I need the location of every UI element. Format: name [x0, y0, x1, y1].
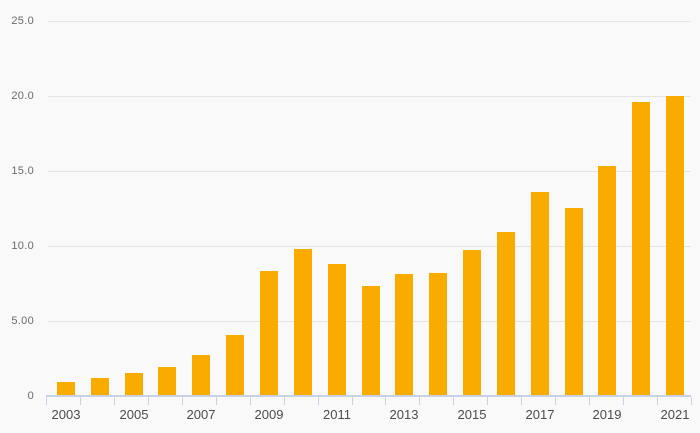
x-tick: [657, 397, 658, 405]
x-tick: [589, 397, 590, 405]
x-axis-line: [46, 395, 691, 397]
bar-2021: [666, 96, 684, 396]
x-tick-label-2007: 2007: [186, 407, 216, 422]
x-tick: [352, 397, 353, 405]
x-tick-label-2017: 2017: [525, 407, 555, 422]
gridline-20: [48, 96, 691, 97]
bar-2011: [328, 264, 346, 396]
x-tick: [419, 397, 420, 405]
x-tick: [182, 397, 183, 405]
x-tick: [46, 397, 47, 405]
bar-2009: [260, 271, 278, 396]
bar-2018: [565, 208, 583, 396]
x-tick: [148, 397, 149, 405]
x-tick-label-2015: 2015: [457, 407, 487, 422]
x-tick: [385, 397, 386, 405]
x-tick-label-2009: 2009: [254, 407, 284, 422]
bar-2020: [632, 102, 650, 396]
x-tick: [521, 397, 522, 405]
x-tick: [623, 397, 624, 405]
gridline-15: [48, 171, 691, 172]
x-tick: [80, 397, 81, 405]
y-tick-label-10.0: 10.0: [11, 240, 34, 252]
bar-2005: [125, 373, 143, 396]
bar-2013: [395, 274, 413, 396]
x-tick: [250, 397, 251, 405]
bar-2014: [429, 273, 447, 396]
x-tick: [318, 397, 319, 405]
x-tick: [555, 397, 556, 405]
bar-2007: [192, 355, 210, 396]
x-tick: [487, 397, 488, 405]
x-tick: [284, 397, 285, 405]
gridline-10: [48, 246, 691, 247]
x-tick: [691, 397, 692, 405]
bar-2004: [91, 378, 109, 396]
bar-2016: [497, 232, 515, 396]
bar-2010: [294, 249, 312, 396]
x-tick-label-2011: 2011: [323, 407, 351, 422]
x-tick-label-2003: 2003: [51, 407, 81, 422]
gridline-25: [48, 21, 691, 22]
bar-2017: [531, 192, 549, 396]
y-tick-label-0: 0: [27, 390, 34, 402]
x-tick: [453, 397, 454, 405]
x-tick-label-2005: 2005: [119, 407, 149, 422]
y-tick-label-5.00: 5.00: [11, 315, 34, 327]
x-tick-label-2013: 2013: [389, 407, 419, 422]
bar-2015: [463, 250, 481, 396]
x-tick: [114, 397, 115, 405]
x-tick-label-2021: 2021: [660, 407, 690, 422]
y-tick-label-15.0: 15.0: [11, 165, 34, 177]
y-tick-label-20.0: 20.0: [11, 90, 34, 102]
bar-2012: [362, 286, 380, 396]
y-tick-label-25.0: 25.0: [11, 15, 34, 27]
bar-2006: [158, 367, 176, 396]
x-tick: [216, 397, 217, 405]
bar-2003: [57, 382, 75, 396]
bar-2019: [598, 166, 616, 396]
bar-2008: [226, 335, 244, 396]
x-tick-label-2019: 2019: [592, 407, 622, 422]
